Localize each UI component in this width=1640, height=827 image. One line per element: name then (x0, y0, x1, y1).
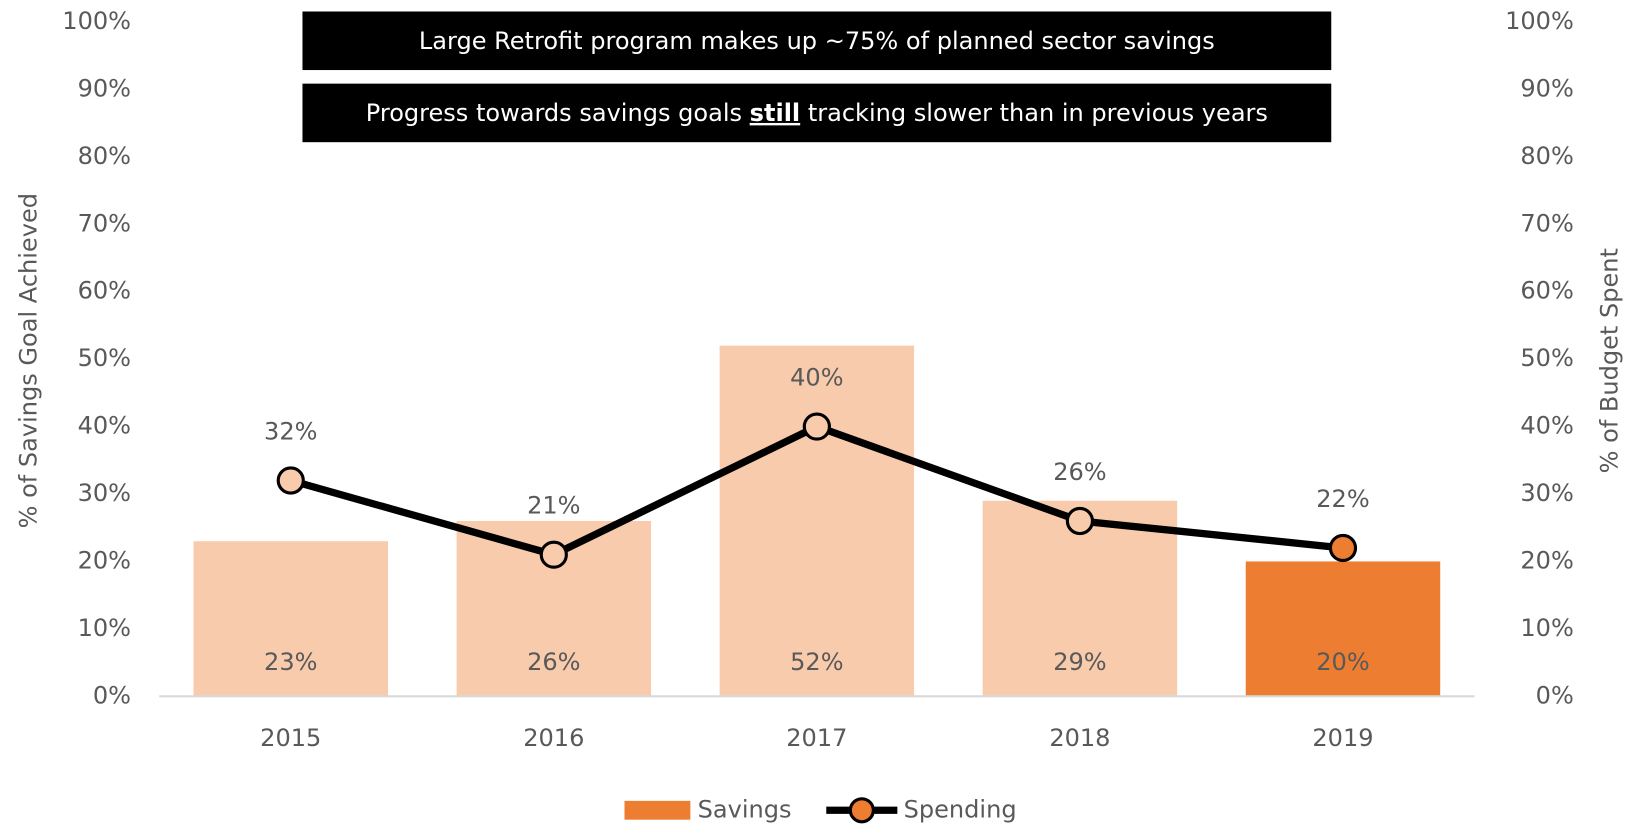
y2-tick-label: 60% (1520, 277, 1573, 305)
x-tick-label: 2015 (260, 724, 321, 752)
y2-tick-label: 70% (1520, 209, 1573, 237)
annotation-text: Progress towards savings goals still tra… (366, 99, 1268, 127)
bar (719, 345, 915, 697)
bar-value-label: 26% (527, 648, 580, 676)
y2-tick-label: 50% (1520, 344, 1573, 372)
y-tick-label: 60% (78, 277, 131, 305)
legend-marker (848, 797, 875, 824)
y-tick-label: 10% (78, 614, 131, 642)
x-tick-label: 2018 (1049, 724, 1110, 752)
annotation-text: Large Retrofit program makes up ~75% of … (419, 27, 1215, 55)
y-tick-label: 30% (78, 479, 131, 507)
annotation-box (302, 83, 1332, 143)
y-tick-label: 100% (62, 7, 131, 35)
line-value-label: 40% (790, 363, 843, 391)
y2-tick-label: 30% (1520, 479, 1573, 507)
line-value-label: 21% (527, 492, 580, 520)
line-marker (1328, 533, 1358, 563)
line-marker (1065, 506, 1095, 536)
annotation-part: Large Retrofit program makes up ~75% of … (419, 27, 1215, 55)
line-value-label: 32% (264, 417, 317, 445)
annotation-part: tracking slower than in previous years (800, 99, 1268, 127)
legend-swatch (624, 800, 691, 820)
annotation-part: still (750, 99, 801, 127)
line-marker (802, 412, 831, 441)
annotation-box (302, 11, 1332, 71)
y-tick-label: 50% (78, 344, 131, 372)
bar (193, 541, 388, 697)
y2-tick-label: 80% (1520, 142, 1573, 170)
bar-value-label: 20% (1316, 648, 1369, 676)
y-tick-label: 40% (78, 412, 131, 440)
x-tick-label: 2019 (1312, 724, 1373, 752)
annotation-part: Progress towards savings goals (366, 99, 750, 127)
x-tick-label: 2017 (786, 724, 847, 752)
y-tick-label: 90% (78, 74, 131, 102)
y2-tick-label: 10% (1520, 614, 1573, 642)
y2-tick-label: 90% (1520, 74, 1573, 102)
line-marker (539, 540, 568, 569)
y2-tick-label: 20% (1520, 546, 1573, 574)
bar-value-label: 52% (790, 648, 843, 676)
y-axis-title: % of Savings Goal Achieved (15, 193, 43, 528)
line-value-label: 26% (1053, 458, 1106, 486)
legend-label: Spending (904, 795, 1017, 823)
legend-label: Savings (698, 795, 792, 823)
y2-axis-title: % of Budget Spent (1595, 248, 1623, 473)
y-tick-label: 80% (78, 142, 131, 170)
y2-tick-label: 100% (1505, 7, 1574, 35)
bar-value-label: 29% (1053, 648, 1106, 676)
y-tick-label: 70% (78, 209, 131, 237)
line-value-label: 22% (1316, 485, 1369, 513)
y2-tick-label: 40% (1520, 412, 1573, 440)
bar-value-label: 23% (264, 648, 317, 676)
y-tick-label: 0% (93, 681, 131, 709)
line-marker (276, 466, 305, 495)
x-tick-label: 2016 (523, 724, 584, 752)
y-tick-label: 20% (78, 546, 131, 574)
bar (1245, 561, 1441, 697)
y2-tick-label: 0% (1536, 681, 1574, 709)
